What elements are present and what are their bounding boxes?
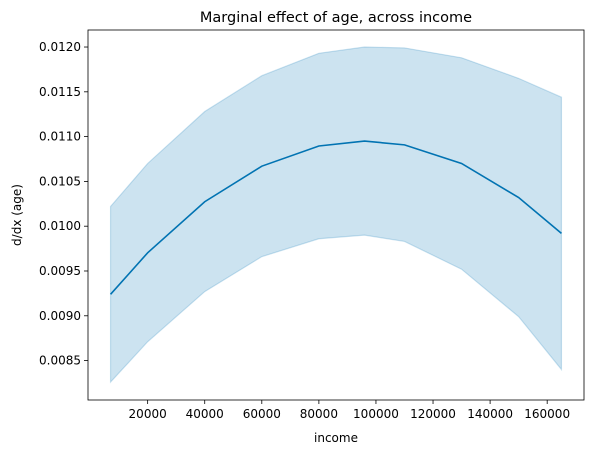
y-tick-label: 0.0105 [39,174,81,188]
x-tick-label: 100000 [353,407,399,421]
plot-frame [87,29,585,401]
y-axis-label: d/dx (age) [10,184,24,246]
x-tick-label: 60000 [243,407,281,421]
y-tick-label: 0.0110 [39,130,81,144]
x-tick-label: 80000 [300,407,338,421]
x-tick-label: 40000 [186,407,224,421]
x-tick-label: 140000 [467,407,513,421]
line [109,140,562,295]
confidence-band [109,46,563,384]
y-tick-label: 0.0120 [39,40,81,54]
x-axis-label: income [314,431,358,445]
y-tick-label: 0.0090 [39,309,81,323]
y-tick-label: 0.0085 [39,354,81,368]
y-tick-label: 0.0115 [39,85,81,99]
y-tick-label: 0.0095 [39,264,81,278]
x-tick-label: 120000 [410,407,456,421]
chart-title: Marginal effect of age, across income [200,10,472,26]
x-tick-label: 160000 [524,407,570,421]
y-tick-label: 0.0100 [39,219,81,233]
x-tick-label: 20000 [129,407,167,421]
